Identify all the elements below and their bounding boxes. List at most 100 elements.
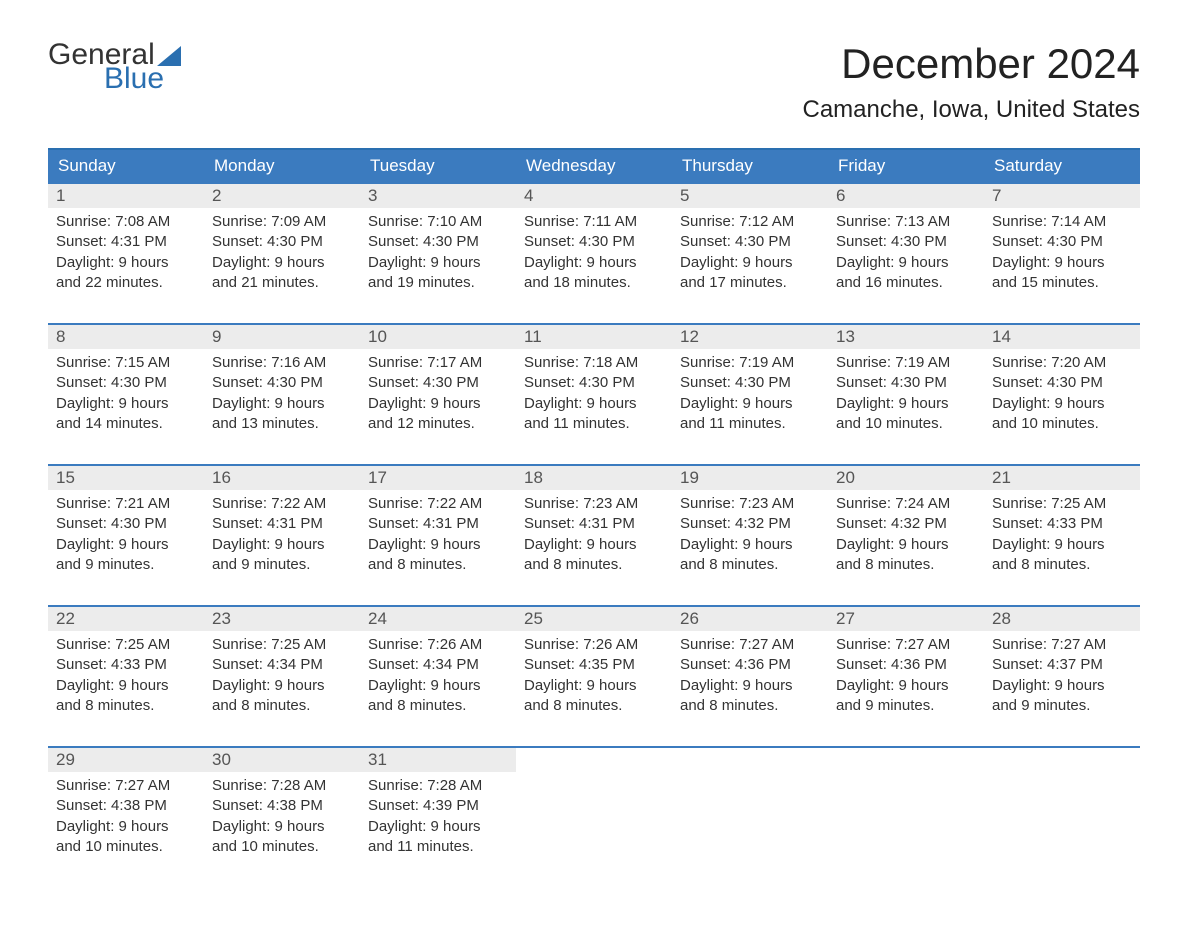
day-detail: Sunrise: 7:09 AMSunset: 4:30 PMDaylight:… xyxy=(204,208,360,324)
empty-cell xyxy=(672,772,828,887)
day-sunrise: Sunrise: 7:08 AM xyxy=(56,212,196,232)
day-number: 16 xyxy=(204,465,360,490)
day-daylight2: and 15 minutes. xyxy=(992,273,1132,293)
day-detail: Sunrise: 7:21 AMSunset: 4:30 PMDaylight:… xyxy=(48,490,204,606)
day-sunset: Sunset: 4:36 PM xyxy=(836,655,976,675)
empty-cell xyxy=(672,747,828,772)
day-detail: Sunrise: 7:15 AMSunset: 4:30 PMDaylight:… xyxy=(48,349,204,465)
day-number: 24 xyxy=(360,606,516,631)
day-number-row: 22232425262728 xyxy=(48,606,1140,631)
weekday-header: Monday xyxy=(204,149,360,183)
day-daylight2: and 14 minutes. xyxy=(56,414,196,434)
empty-cell xyxy=(828,747,984,772)
day-detail: Sunrise: 7:08 AMSunset: 4:31 PMDaylight:… xyxy=(48,208,204,324)
day-sunset: Sunset: 4:39 PM xyxy=(368,796,508,816)
day-sunrise: Sunrise: 7:25 AM xyxy=(56,635,196,655)
day-daylight1: Daylight: 9 hours xyxy=(680,394,820,414)
day-daylight2: and 16 minutes. xyxy=(836,273,976,293)
day-daylight2: and 9 minutes. xyxy=(992,696,1132,716)
day-sunset: Sunset: 4:33 PM xyxy=(992,514,1132,534)
day-number: 15 xyxy=(48,465,204,490)
day-daylight2: and 21 minutes. xyxy=(212,273,352,293)
empty-cell xyxy=(984,772,1140,887)
day-daylight1: Daylight: 9 hours xyxy=(524,535,664,555)
day-daylight2: and 8 minutes. xyxy=(212,696,352,716)
day-detail: Sunrise: 7:16 AMSunset: 4:30 PMDaylight:… xyxy=(204,349,360,465)
day-number: 8 xyxy=(48,324,204,349)
day-number: 13 xyxy=(828,324,984,349)
day-number: 26 xyxy=(672,606,828,631)
day-daylight1: Daylight: 9 hours xyxy=(524,253,664,273)
weekday-header: Thursday xyxy=(672,149,828,183)
day-number: 6 xyxy=(828,183,984,208)
day-detail: Sunrise: 7:11 AMSunset: 4:30 PMDaylight:… xyxy=(516,208,672,324)
day-sunset: Sunset: 4:35 PM xyxy=(524,655,664,675)
calendar-head: SundayMondayTuesdayWednesdayThursdayFrid… xyxy=(48,149,1140,183)
day-detail: Sunrise: 7:27 AMSunset: 4:37 PMDaylight:… xyxy=(984,631,1140,747)
day-daylight1: Daylight: 9 hours xyxy=(212,394,352,414)
day-daylight1: Daylight: 9 hours xyxy=(836,253,976,273)
day-daylight2: and 12 minutes. xyxy=(368,414,508,434)
weekday-header: Saturday xyxy=(984,149,1140,183)
day-detail: Sunrise: 7:18 AMSunset: 4:30 PMDaylight:… xyxy=(516,349,672,465)
day-daylight1: Daylight: 9 hours xyxy=(524,676,664,696)
day-daylight1: Daylight: 9 hours xyxy=(836,394,976,414)
day-daylight2: and 10 minutes. xyxy=(212,837,352,857)
day-sunrise: Sunrise: 7:17 AM xyxy=(368,353,508,373)
day-sunset: Sunset: 4:30 PM xyxy=(212,232,352,252)
day-sunrise: Sunrise: 7:27 AM xyxy=(680,635,820,655)
day-daylight1: Daylight: 9 hours xyxy=(56,676,196,696)
day-sunrise: Sunrise: 7:27 AM xyxy=(56,776,196,796)
weekday-header: Sunday xyxy=(48,149,204,183)
day-sunrise: Sunrise: 7:20 AM xyxy=(992,353,1132,373)
day-sunset: Sunset: 4:30 PM xyxy=(212,373,352,393)
day-number: 30 xyxy=(204,747,360,772)
day-daylight1: Daylight: 9 hours xyxy=(524,394,664,414)
day-detail: Sunrise: 7:27 AMSunset: 4:36 PMDaylight:… xyxy=(672,631,828,747)
day-daylight1: Daylight: 9 hours xyxy=(368,394,508,414)
day-daylight2: and 8 minutes. xyxy=(680,696,820,716)
day-daylight2: and 19 minutes. xyxy=(368,273,508,293)
day-sunset: Sunset: 4:31 PM xyxy=(212,514,352,534)
day-number: 21 xyxy=(984,465,1140,490)
day-daylight2: and 10 minutes. xyxy=(836,414,976,434)
day-sunset: Sunset: 4:32 PM xyxy=(836,514,976,534)
day-number: 14 xyxy=(984,324,1140,349)
day-detail: Sunrise: 7:25 AMSunset: 4:33 PMDaylight:… xyxy=(48,631,204,747)
day-sunset: Sunset: 4:30 PM xyxy=(56,514,196,534)
day-number-row: 891011121314 xyxy=(48,324,1140,349)
logo: General Blue xyxy=(48,40,181,94)
day-daylight2: and 9 minutes. xyxy=(212,555,352,575)
day-daylight2: and 8 minutes. xyxy=(524,555,664,575)
day-sunset: Sunset: 4:30 PM xyxy=(524,232,664,252)
day-detail-row: Sunrise: 7:21 AMSunset: 4:30 PMDaylight:… xyxy=(48,490,1140,606)
day-daylight2: and 8 minutes. xyxy=(524,696,664,716)
day-sunrise: Sunrise: 7:25 AM xyxy=(212,635,352,655)
day-daylight2: and 11 minutes. xyxy=(524,414,664,434)
day-detail: Sunrise: 7:26 AMSunset: 4:34 PMDaylight:… xyxy=(360,631,516,747)
day-daylight1: Daylight: 9 hours xyxy=(56,253,196,273)
day-daylight2: and 8 minutes. xyxy=(368,696,508,716)
day-number: 5 xyxy=(672,183,828,208)
day-daylight1: Daylight: 9 hours xyxy=(368,535,508,555)
month-title: December 2024 xyxy=(802,40,1140,88)
day-number: 22 xyxy=(48,606,204,631)
day-sunrise: Sunrise: 7:10 AM xyxy=(368,212,508,232)
day-daylight2: and 8 minutes. xyxy=(680,555,820,575)
day-sunset: Sunset: 4:30 PM xyxy=(992,373,1132,393)
day-detail: Sunrise: 7:26 AMSunset: 4:35 PMDaylight:… xyxy=(516,631,672,747)
day-sunset: Sunset: 4:38 PM xyxy=(212,796,352,816)
day-daylight1: Daylight: 9 hours xyxy=(56,394,196,414)
day-sunrise: Sunrise: 7:26 AM xyxy=(524,635,664,655)
day-daylight2: and 13 minutes. xyxy=(212,414,352,434)
day-sunrise: Sunrise: 7:27 AM xyxy=(992,635,1132,655)
day-daylight2: and 8 minutes. xyxy=(56,696,196,716)
empty-cell xyxy=(516,747,672,772)
day-number: 1 xyxy=(48,183,204,208)
day-daylight2: and 11 minutes. xyxy=(368,837,508,857)
day-number: 12 xyxy=(672,324,828,349)
day-sunrise: Sunrise: 7:25 AM xyxy=(992,494,1132,514)
day-detail: Sunrise: 7:19 AMSunset: 4:30 PMDaylight:… xyxy=(828,349,984,465)
day-number: 10 xyxy=(360,324,516,349)
day-sunrise: Sunrise: 7:23 AM xyxy=(524,494,664,514)
